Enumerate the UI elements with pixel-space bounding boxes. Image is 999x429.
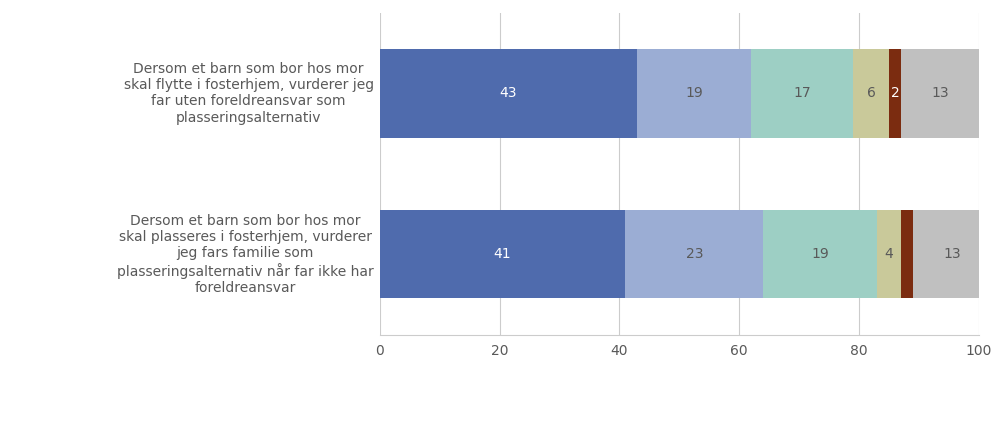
Bar [877, 210, 901, 299]
Bar [853, 49, 889, 138]
Bar [380, 49, 637, 138]
Text: 13: 13 [943, 247, 961, 261]
Bar [380, 210, 625, 299]
Text: 43: 43 [500, 86, 517, 100]
Bar [901, 49, 979, 138]
Text: Dersom et barn som bor hos mor
skal plasseres i fosterhjem, vurderer
jeg fars fa: Dersom et barn som bor hos mor skal plas… [117, 214, 374, 295]
Text: 2: 2 [891, 86, 899, 100]
Text: 4: 4 [885, 247, 893, 261]
Text: 19: 19 [811, 247, 829, 261]
Bar [889, 49, 901, 138]
Text: 13: 13 [931, 86, 949, 100]
Bar [625, 210, 763, 299]
Bar [763, 210, 877, 299]
Text: Dersom et barn som bor hos mor
skal flytte i fosterhjem, vurderer jeg
far uten f: Dersom et barn som bor hos mor skal flyt… [124, 62, 374, 124]
Text: 23: 23 [685, 247, 703, 261]
Text: 19: 19 [685, 86, 703, 100]
Text: 17: 17 [793, 86, 811, 100]
Bar [751, 49, 853, 138]
Text: 6: 6 [867, 86, 875, 100]
Bar [901, 210, 913, 299]
Bar [913, 210, 991, 299]
Bar [637, 49, 751, 138]
Text: 41: 41 [494, 247, 511, 261]
